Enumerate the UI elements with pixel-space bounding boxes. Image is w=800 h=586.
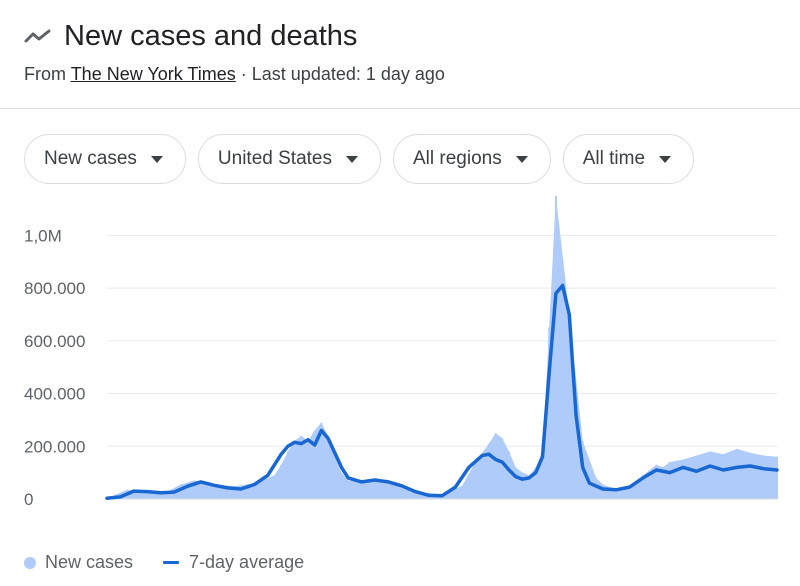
chart-legend: New cases 7-day average xyxy=(24,552,334,573)
y-tick-label: 600.000 xyxy=(24,332,85,351)
header-divider xyxy=(0,108,800,109)
y-tick-label: 0 xyxy=(24,490,33,509)
location-dropdown[interactable]: United States xyxy=(197,134,381,184)
source-line: From The New York Times · Last updated: … xyxy=(24,64,445,85)
legend-item-new-cases: New cases xyxy=(24,552,133,573)
legend-line-icon xyxy=(163,561,180,564)
metric-dropdown[interactable]: New cases xyxy=(24,134,186,184)
regions-dropdown-label: All regions xyxy=(413,148,502,169)
period-dropdown-label: All time xyxy=(582,148,646,169)
regions-dropdown[interactable]: All regions xyxy=(393,134,551,184)
chart-header: New cases and deaths From The New York T… xyxy=(24,14,445,85)
trending-line-icon xyxy=(24,25,54,47)
dropdown-caret-icon xyxy=(150,155,163,163)
metric-dropdown-label: New cases xyxy=(44,148,137,169)
dropdown-caret-icon xyxy=(659,155,672,163)
y-tick-label: 200.000 xyxy=(24,437,85,456)
legend-item-7-day-average: 7-day average xyxy=(163,552,304,573)
filter-bar: New cases United States All regions All … xyxy=(24,134,706,184)
period-dropdown[interactable]: All time xyxy=(562,134,695,184)
seven-day-average-line xyxy=(105,283,779,500)
dropdown-caret-icon xyxy=(346,155,358,163)
legend-label-new-cases: New cases xyxy=(45,552,134,572)
y-tick-label: 800.000 xyxy=(24,279,85,298)
y-tick-label: 400.000 xyxy=(24,385,85,404)
legend-dot-icon xyxy=(24,556,36,569)
cases-chart[interactable]: 0 200.000 400.000 600.000 800.000 1,0M xyxy=(0,196,800,536)
title-row: New cases and deaths xyxy=(24,14,445,58)
location-dropdown-label: United States xyxy=(217,148,332,169)
source-prefix: From xyxy=(24,64,66,84)
y-tick-label: 1,0M xyxy=(24,226,62,245)
last-updated: · Last updated: 1 day ago xyxy=(240,64,445,84)
source-link[interactable]: The New York Times xyxy=(70,64,236,84)
page-title: New cases and deaths xyxy=(64,19,358,52)
new-cases-area xyxy=(107,196,777,499)
legend-label-7-day-average: 7-day average xyxy=(189,552,305,572)
dropdown-caret-icon xyxy=(515,155,528,163)
